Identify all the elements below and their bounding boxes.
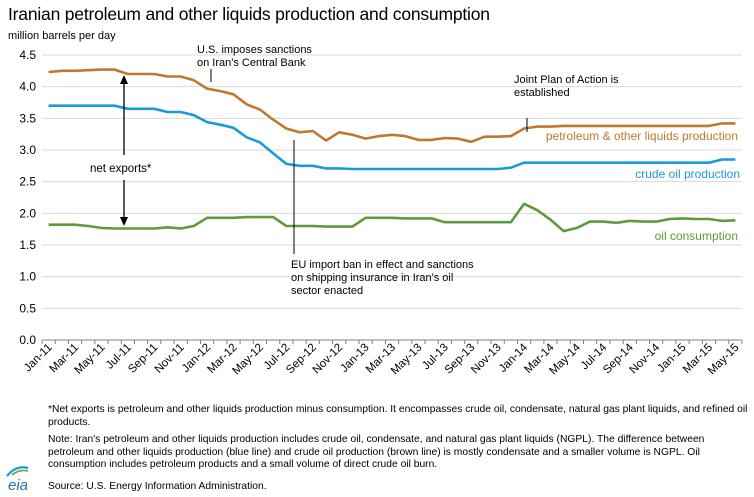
footnote-note: Note: Iran's petroleum and other liquids… [48, 434, 705, 470]
y-tick-label: 1.5 [19, 238, 36, 252]
series-label-petroleum: petroleum & other liquids production [546, 129, 738, 143]
eia-logo-text: eia [8, 477, 28, 494]
series-label-crude: crude oil production [635, 167, 740, 181]
x-tick-label: Nov-14 [628, 341, 663, 376]
y-axis-ticks: 0.0 0.5 1.0 1.5 2.0 2.5 3.0 3.5 4.0 4.5 [19, 48, 36, 347]
y-tick-label: 3.0 [19, 143, 36, 157]
eia-logo: eia [6, 466, 29, 494]
annotation-eu-line2: on shipping insurance in Iran's oil [291, 272, 453, 284]
annotation-net-exports: net exports* [90, 163, 152, 175]
series-line-consumption [48, 202, 736, 233]
series-lines [48, 68, 736, 233]
x-tick-label: Nov-13 [469, 342, 504, 377]
annotation-sanctions-line1: U.S. imposes sanctions [197, 44, 312, 56]
annotation-jpoa-line1: Joint Plan of Action is [514, 74, 619, 86]
net-exports-arrowhead-up [120, 75, 128, 84]
y-tick-label: 4.5 [19, 48, 36, 62]
footnote-net-exports: *Net exports is petroleum and other liqu… [48, 404, 748, 428]
net-exports-arrowhead-down [120, 217, 128, 226]
eia-logo-swoosh-2 [11, 469, 29, 476]
x-tick-label: Nov-12 [311, 342, 346, 377]
x-axis-ticks: Jan-11Mar-11May-11Jul-11Sep-11Nov-11Jan-… [22, 340, 743, 377]
annotation-eu-line1: EU import ban in effect and sanctions [291, 259, 474, 271]
annotation-eu-line3: sector enacted [291, 285, 363, 297]
gridlines [42, 54, 742, 309]
y-tick-label: 0.5 [19, 301, 36, 315]
y-tick-label: 0.0 [19, 333, 36, 347]
annotation-sanctions-line2: on Iran's Central Bank [197, 57, 306, 69]
y-tick-label: 1.0 [19, 270, 36, 284]
chart-title: Iranian petroleum and other liquids prod… [8, 4, 490, 24]
x-tick-label: Nov-11 [153, 342, 187, 376]
footnote-source: Source: U.S. Energy Information Administ… [48, 481, 267, 492]
y-tick-label: 4.0 [19, 80, 36, 94]
y-tick-label: 2.5 [19, 175, 36, 189]
y-tick-label: 2.0 [19, 206, 36, 220]
y-tick-label: 3.5 [19, 111, 36, 125]
eia-logo-swoosh [6, 466, 29, 477]
series-line-petroleum [48, 68, 736, 144]
series-line-crude [48, 104, 736, 171]
chart: 0.0 0.5 1.0 1.5 2.0 2.5 3.0 3.5 4.0 4.5 Jan-11Mar… [19, 44, 743, 377]
annotation-jpoa-line2: established [514, 87, 570, 99]
series-label-consumption: oil consumption [655, 229, 738, 243]
y-axis-unit: million barrels per day [8, 30, 116, 42]
